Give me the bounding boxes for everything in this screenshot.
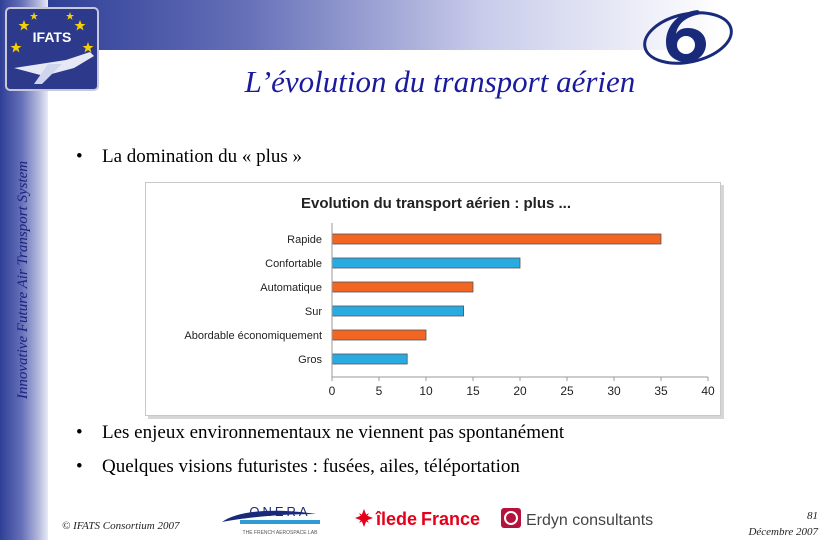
page-title: L’évolution du transport aérien <box>244 64 636 99</box>
category-label: Abordable économiquement <box>184 330 322 342</box>
erdyn-text: Erdyn consultants <box>526 512 653 529</box>
page-number: 81 <box>807 510 818 522</box>
bar-1 <box>331 257 521 269</box>
onera-logo: ONERA THE FRENCH AEROSPACE LAB <box>222 504 320 536</box>
iledefrance-text-b: France <box>421 509 480 529</box>
bullet-marker: • <box>76 456 83 477</box>
iledefrance-text-a: îlede <box>375 509 417 529</box>
x-tick-label: 15 <box>466 384 480 398</box>
category-label: Confortable <box>265 258 322 270</box>
bullet-text: Quelques visions futuristes : fusées, ai… <box>102 456 520 477</box>
x-tick-label: 30 <box>607 384 621 398</box>
bar-3 <box>331 305 465 317</box>
onera-tagline: THE FRENCH AEROSPACE LAB <box>243 530 319 536</box>
category-label: Gros <box>298 354 322 366</box>
header-bar <box>48 0 840 50</box>
footer-copyright: © IFATS Consortium 2007 <box>62 520 180 532</box>
x-tick-label: 0 <box>329 384 336 398</box>
x-tick-label: 40 <box>701 384 715 398</box>
iledefrance-logo: îlede France <box>355 509 480 529</box>
bullet-text: La domination du « plus » <box>102 146 303 167</box>
x-tick-label: 5 <box>376 384 383 398</box>
bullet-visions: • Quelques visions futuristes : fusées, a… <box>76 456 520 478</box>
onera-logo-text: ONERA <box>249 504 310 519</box>
category-label: Automatique <box>260 282 322 294</box>
x-tick-label: 20 <box>513 384 527 398</box>
bar-chart: Evolution du transport aérien : plus ...… <box>184 195 715 398</box>
bullet-marker: • <box>76 146 83 167</box>
footer-right: 81 Décembre 2007 <box>748 508 818 540</box>
bar-2 <box>331 281 474 293</box>
bullet-marker: • <box>76 422 83 443</box>
x-tick-label: 10 <box>419 384 433 398</box>
sixth-framework-logo <box>643 10 733 65</box>
bullet-environment: • Les enjeux environnementaux ne viennent… <box>76 422 564 444</box>
x-tick-label: 25 <box>560 384 574 398</box>
partner-logos: ONERA THE FRENCH AEROSPACE LAB îlede Fra… <box>222 504 653 536</box>
ifats-logo: IFATS <box>5 7 99 91</box>
erdyn-logo: Erdyn consultants <box>501 508 653 529</box>
bullet-domination: • La domination du « plus » <box>76 146 302 168</box>
footer-date: Décembre 2007 <box>748 526 818 538</box>
chart-container: Evolution du transport aérien : plus ...… <box>145 182 721 416</box>
ifats-logo-text: IFATS <box>33 29 72 45</box>
chart-title: Evolution du transport aérien : plus ... <box>301 195 571 212</box>
category-label: Sur <box>305 306 322 318</box>
x-tick-label: 35 <box>654 384 668 398</box>
bullet-text: Les enjeux environnementaux ne viennent … <box>102 422 565 443</box>
category-label: Rapide <box>287 234 322 246</box>
bar-0 <box>331 233 662 245</box>
bar-5 <box>331 353 408 365</box>
bar-4 <box>331 329 427 341</box>
sidebar-vertical-text: Innovative Future Air Transport System <box>15 160 31 400</box>
